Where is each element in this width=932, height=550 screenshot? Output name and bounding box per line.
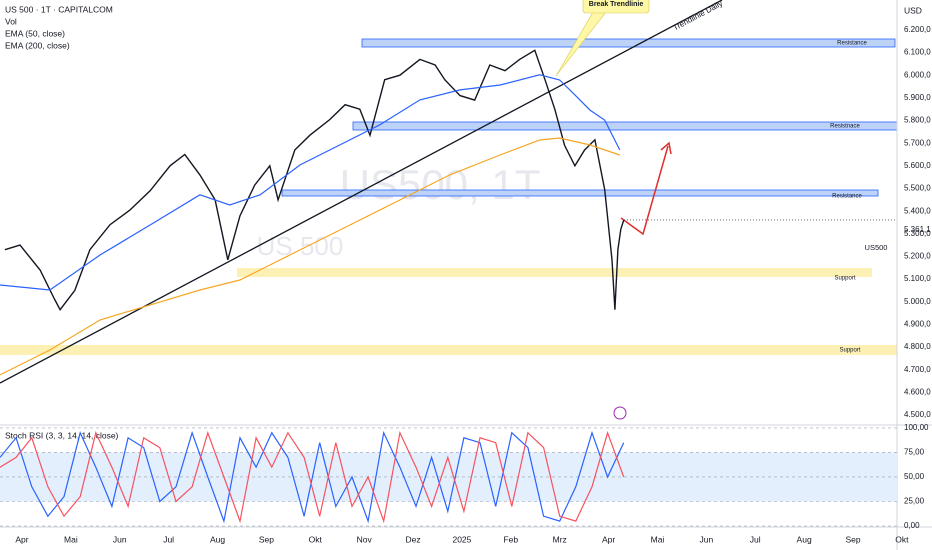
x-tick-label: Apr [15, 534, 28, 544]
y-tick-label: 4.600,0 [904, 387, 931, 396]
watermark: US500, 1T [340, 161, 541, 208]
y-tick-label: 50,00 [904, 472, 925, 481]
last-price-label: 5.361,1 [904, 225, 931, 234]
indicator-label: Vol [5, 16, 17, 26]
y-tick-label: 6.100,0 [904, 48, 931, 57]
y-tick-label: 5.100,0 [904, 274, 931, 283]
support-zone [237, 268, 872, 277]
resistance-zone [361, 38, 896, 48]
x-tick-label: Mai [651, 534, 665, 544]
x-tick-label: Sep [845, 534, 860, 544]
projection-arrowhead [660, 141, 672, 155]
y-tick-label: 5.900,0 [904, 93, 931, 102]
x-tick-label: Aug [797, 534, 812, 544]
x-tick-label: Feb [503, 534, 518, 544]
x-tick-label: Sep [259, 534, 274, 544]
symbol-tag: US500 [865, 243, 888, 252]
zone-label: Resistnace [830, 124, 860, 130]
price-line [4, 49, 625, 311]
indicator-line [0, 74, 621, 291]
x-tick-label: 2025 [452, 534, 471, 544]
y-tick-label: 5.500,0 [904, 184, 931, 193]
zone-label: Resistance [832, 194, 862, 200]
zone-label: Support [834, 276, 855, 282]
zone-label: Resistance [837, 41, 867, 47]
y-tick-label: 5.200,0 [904, 252, 931, 261]
y-tick-label: 5.700,0 [904, 138, 931, 147]
y-tick-label: 4.800,0 [904, 342, 931, 351]
x-tick-label: Mai [64, 534, 78, 544]
x-tick-label: Nov [357, 534, 373, 544]
event-icon[interactable] [613, 406, 627, 420]
y-tick-label: 5.300,0 [904, 229, 931, 238]
indicator-line [0, 430, 625, 524]
trendline [0, 0, 723, 384]
y-tick-label: 100,00 [904, 423, 929, 432]
callout-box [582, 0, 650, 14]
support-zone [0, 345, 897, 355]
y-tick-label: 4.700,0 [904, 365, 931, 374]
x-tick-label: Dez [405, 534, 420, 544]
x-tick-label: Okt [895, 534, 909, 544]
x-tick-label: Okt [309, 534, 323, 544]
y-tick-label: 5.600,0 [904, 161, 931, 170]
resistance-zone [281, 189, 879, 197]
x-tick-label: Mrz [553, 534, 567, 544]
chart-title: US 500 · 1T · CAPITALCOM [5, 4, 113, 14]
y-tick-label: 6.000,0 [904, 70, 931, 79]
y-tick-label: 25,00 [904, 497, 925, 506]
y-tick-label: 5.800,0 [904, 116, 931, 125]
resistance-zone [352, 121, 898, 131]
x-tick-label: Apr [602, 534, 615, 544]
projection-arrow [620, 145, 669, 236]
indicator-label: Stoch RSI (3, 3, 14, 14, close) [5, 430, 119, 440]
x-tick-label: Aug [210, 534, 225, 544]
indicator-line [0, 430, 625, 524]
y-tick-label: 5.400,0 [904, 206, 931, 215]
x-tick-label: Jul [750, 534, 761, 544]
x-tick-label: Jul [163, 534, 174, 544]
y-tick-label: 6.200,0 [904, 25, 931, 34]
x-tick-label: Jun [699, 534, 713, 544]
indicator-label: EMA (50, close) [5, 28, 65, 38]
indicator-line [0, 137, 620, 376]
y-tick-label: 0,00 [904, 521, 920, 530]
y-tick-label: 4.900,0 [904, 320, 931, 329]
indicator-label: EMA (200, close) [5, 40, 70, 50]
zone-label: Support [839, 348, 860, 354]
callout-text: Break Trendlinie [589, 1, 644, 8]
x-tick-label: Jun [113, 534, 127, 544]
y-tick-label: 75,00 [904, 448, 925, 457]
y-tick-label: 4.500,0 [904, 410, 931, 419]
y-tick-label: 5.000,0 [904, 297, 931, 306]
currency: USD [904, 5, 922, 15]
